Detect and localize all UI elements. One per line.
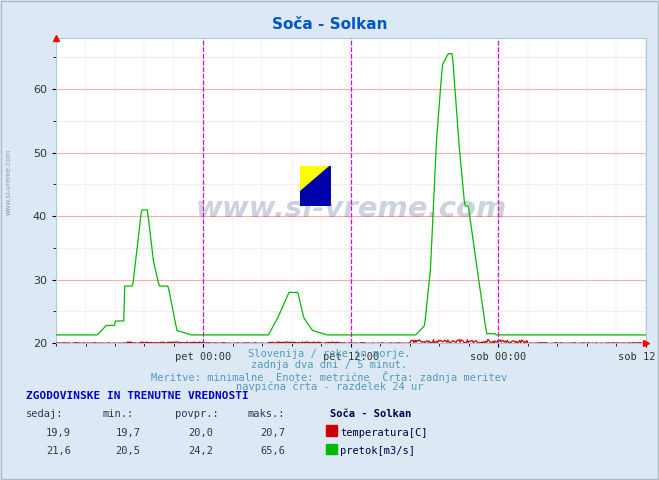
Polygon shape [300,166,331,206]
Text: zadnja dva dni / 5 minut.: zadnja dva dni / 5 minut. [251,360,408,370]
Text: 20,5: 20,5 [115,446,140,456]
Text: Slovenija / reke in morje.: Slovenija / reke in morje. [248,349,411,360]
Text: 20,7: 20,7 [260,428,285,438]
Text: Soča - Solkan: Soča - Solkan [330,409,411,420]
Text: www.si-vreme.com: www.si-vreme.com [5,149,12,216]
Text: 19,9: 19,9 [46,428,71,438]
Text: 19,7: 19,7 [115,428,140,438]
Polygon shape [300,166,331,192]
Text: temperatura[C]: temperatura[C] [340,428,428,438]
Text: maks.:: maks.: [247,409,285,420]
Text: min.:: min.: [102,409,133,420]
Text: www.si-vreme.com: www.si-vreme.com [195,195,507,223]
Text: 65,6: 65,6 [260,446,285,456]
Polygon shape [300,166,331,206]
Text: navpična črta - razdelek 24 ur: navpična črta - razdelek 24 ur [236,381,423,392]
Text: ZGODOVINSKE IN TRENUTNE VREDNOSTI: ZGODOVINSKE IN TRENUTNE VREDNOSTI [26,391,249,401]
Text: sedaj:: sedaj: [26,409,64,420]
Text: 21,6: 21,6 [46,446,71,456]
Text: 20,0: 20,0 [188,428,213,438]
Text: pretok[m3/s]: pretok[m3/s] [340,446,415,456]
Text: Meritve: minimalne  Enote: metrične  Črta: zadnja meritev: Meritve: minimalne Enote: metrične Črta:… [152,371,507,383]
Text: Soča - Solkan: Soča - Solkan [272,17,387,32]
Text: povpr.:: povpr.: [175,409,218,420]
Text: 24,2: 24,2 [188,446,213,456]
